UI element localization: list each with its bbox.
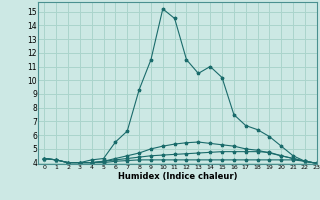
X-axis label: Humidex (Indice chaleur): Humidex (Indice chaleur) <box>118 172 237 181</box>
